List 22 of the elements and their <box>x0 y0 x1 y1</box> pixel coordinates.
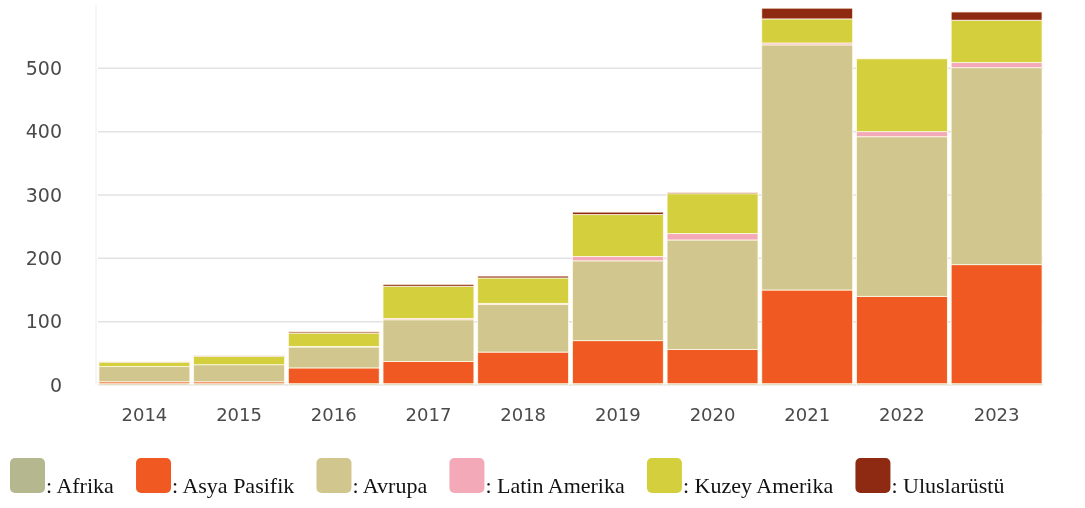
x-tick-label: 2020 <box>689 404 736 426</box>
x-tick-label: 2018 <box>500 404 547 426</box>
x-tick-label: 2022 <box>879 404 925 426</box>
legend-label: : Uluslarüstü <box>891 473 1005 498</box>
y-tick-label: 100 <box>25 310 62 333</box>
x-tick-label: 2021 <box>784 404 831 426</box>
y-tick-label: 500 <box>25 56 62 79</box>
y-tick-label: 300 <box>25 183 62 206</box>
x-tick-label: 2023 <box>973 404 1020 426</box>
y-tick-label: 400 <box>25 120 62 143</box>
legend-label: : Latin Amerika <box>485 473 625 498</box>
y-tick-label: 0 <box>49 373 62 396</box>
y-tick-label: 200 <box>25 246 62 269</box>
legend-label: : Kuzey Amerika <box>682 473 834 498</box>
legend-label: : Avrupa <box>352 473 428 498</box>
x-tick-label: 2015 <box>216 404 262 426</box>
x-tick-label: 2019 <box>594 404 641 426</box>
x-tick-label: 2014 <box>121 404 168 426</box>
legend-label: : Afrika <box>46 473 115 498</box>
x-tick-label: 2017 <box>405 404 452 426</box>
legend-label: : Asya Pasifik <box>172 473 295 498</box>
x-tick-label: 2016 <box>310 404 357 426</box>
